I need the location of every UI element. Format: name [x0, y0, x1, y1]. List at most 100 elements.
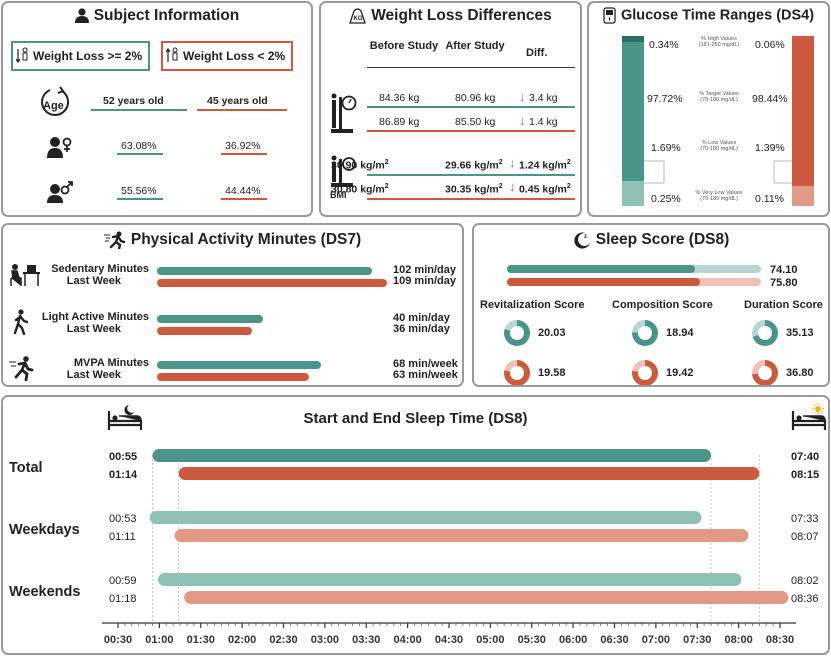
sub-score-donut-ge — [752, 320, 778, 346]
x-tick-label: 03:30 — [352, 634, 380, 646]
activity-label-last-week: Last Week — [66, 275, 121, 287]
sleep-score-title: z Sleep Score (DS8) — [474, 231, 828, 249]
kg-lt-rule — [367, 130, 575, 132]
activity-label: Sedentary Minutes — [51, 263, 149, 275]
sub-score-value-ge: 18.94 — [666, 327, 694, 339]
weight-loss-panel: KG Weight Loss Differences Before Study A… — [319, 1, 582, 217]
activity-title: Physical Activity Minutes (DS7) — [3, 231, 462, 249]
glucose-meter-icon — [603, 7, 616, 24]
end-time-lt: 08:15 — [791, 469, 819, 481]
glucose-high-lt: 0.06% — [755, 39, 785, 51]
x-tick-label: 08:30 — [766, 634, 794, 646]
end-time-ge: 08:02 — [791, 575, 819, 587]
sleep-time-chart: 00:30 01:00 01:30 02:00 02:30 03:00 03:30 04:00… — [9, 449, 819, 646]
group-label: Total — [9, 460, 43, 476]
sleep-total-bar-lt — [507, 278, 700, 286]
sub-score-value-lt: 19.42 — [666, 367, 694, 379]
svg-text:KG: KG — [354, 16, 363, 22]
sleep-bar-lt — [178, 467, 760, 480]
moon-icon: z — [574, 232, 590, 249]
end-time-ge: 07:40 — [791, 451, 819, 463]
running-icon — [103, 231, 126, 249]
sleep-score-panel: z Sleep Score (DS8) 74.10 75.80 Revitaliza… — [472, 223, 830, 387]
x-tick-label: 04:30 — [435, 634, 463, 646]
bmi-lt-before: 30.80 kg/m2 — [331, 183, 389, 196]
sleep-total-value-lt: 75.80 — [770, 277, 798, 289]
subject-info-title: Subject Information — [3, 7, 311, 25]
glucose-connector-lines — [644, 160, 792, 184]
x-tick-label: 00:30 — [104, 634, 132, 646]
male-person-icon — [47, 181, 73, 203]
kg-weight-icon: KG — [349, 8, 367, 25]
activity-label-last-week: Last Week — [66, 323, 121, 335]
age-ge-underline — [91, 109, 187, 111]
col-after-header: After Study — [445, 40, 505, 52]
sub-score-donut-lt — [504, 360, 530, 385]
x-tick-label: 01:30 — [187, 634, 215, 646]
sub-score-label: Composition Score — [612, 299, 713, 311]
female-ge-underline — [117, 153, 163, 155]
start-time-lt: 01:14 — [109, 469, 138, 481]
person-icon — [74, 8, 89, 24]
glucose-title: Glucose Time Ranges (DS4) — [589, 7, 828, 24]
glucose-vlow-ge: 0.25% — [651, 193, 681, 205]
sub-score-label: Duration Score — [744, 299, 823, 311]
glucose-panel: Glucose Time Ranges (DS4) 0.34% % High V… — [587, 1, 830, 217]
activity-value-ge: 40 min/day — [393, 312, 450, 324]
start-time-ge: 00:55 — [109, 451, 137, 463]
glucose-target-lt: 98.44% — [752, 93, 788, 105]
end-time-lt: 08:07 — [791, 531, 819, 543]
male-lt-value: 44.44% — [225, 185, 261, 197]
age-lt-underline — [197, 109, 287, 111]
bmi-scale-icon — [331, 155, 356, 187]
svg-text:Age: Age — [43, 100, 64, 112]
group-label: Weekdays — [9, 522, 80, 538]
col-before-header: Before Study — [369, 40, 439, 52]
start-time-ge: 00:53 — [109, 513, 137, 525]
activity-value-lt: 109 min/day — [393, 275, 456, 287]
kg-ge-after: 80.96 kg — [455, 92, 496, 104]
glucose-high-ge: 0.34% — [649, 39, 679, 51]
sleep-time-panel: Start and End Sleep Time (DS8) 00:30 01:0… — [1, 395, 830, 655]
header-rule — [367, 67, 575, 68]
bmi-label: BMI — [330, 190, 347, 200]
subject-info-panel: Subject Information Weight Loss >= 2% We… — [1, 1, 313, 217]
sub-score-donut-lt — [632, 360, 658, 385]
kg-lt-diff: 1.4 kg — [529, 116, 558, 128]
sleep-total-value-ge: 74.10 — [770, 264, 798, 276]
sleep-time-title: Start and End Sleep Time (DS8) — [303, 410, 528, 427]
x-tick-label: 08:00 — [725, 634, 753, 646]
female-lt-underline — [221, 153, 267, 155]
sub-score-value-ge: 35.13 — [786, 327, 814, 339]
activity-value-ge: 68 min/week — [393, 358, 458, 370]
svg-text:z: z — [584, 234, 587, 240]
bmi-lt-after: 30.35 kg/m2 — [445, 183, 503, 196]
col-diff-header: Diff. — [526, 47, 548, 59]
sleep-bar-ge — [157, 573, 742, 586]
glucose-low-label: % Low Values (70-180 mg/dL) — [700, 140, 738, 152]
x-tick-label: 05:00 — [476, 634, 504, 646]
glucose-low-lt: 1.39% — [755, 142, 785, 154]
down-arrow-icon: ↓ — [509, 155, 516, 170]
x-tick-label: 05:30 — [518, 634, 546, 646]
kg-ge-rule — [367, 106, 575, 108]
scale-person-icon — [331, 93, 357, 133]
x-tick-label: 06:00 — [559, 634, 587, 646]
x-tick-label: 02:00 — [228, 634, 256, 646]
age-icon: Age — [41, 86, 69, 116]
x-tick-label: 04:00 — [394, 634, 422, 646]
sub-score-label: Revitalization Score — [480, 299, 585, 311]
activity-value-lt: 36 min/day — [393, 323, 450, 335]
activity-bar-ge — [157, 315, 263, 323]
x-tick-label: 07:30 — [683, 634, 711, 646]
glucose-target-label: % Target Values (70-180 mg/dL) — [699, 91, 739, 103]
female-person-icon — [47, 137, 72, 158]
activity-panel: Physical Activity Minutes (DS7) Sedentar… — [1, 223, 464, 387]
sub-score-value-lt: 36.80 — [786, 367, 814, 379]
bmi-lt-diff: 0.45 kg/m2 — [519, 183, 571, 196]
bed-sun-icon — [791, 403, 827, 430]
sedentary-desk-icon — [10, 264, 40, 286]
weight-gain-person-icon — [166, 47, 178, 62]
down-arrow-icon: ↓ — [519, 113, 526, 128]
weight-loss-title: KG Weight Loss Differences — [321, 7, 580, 25]
